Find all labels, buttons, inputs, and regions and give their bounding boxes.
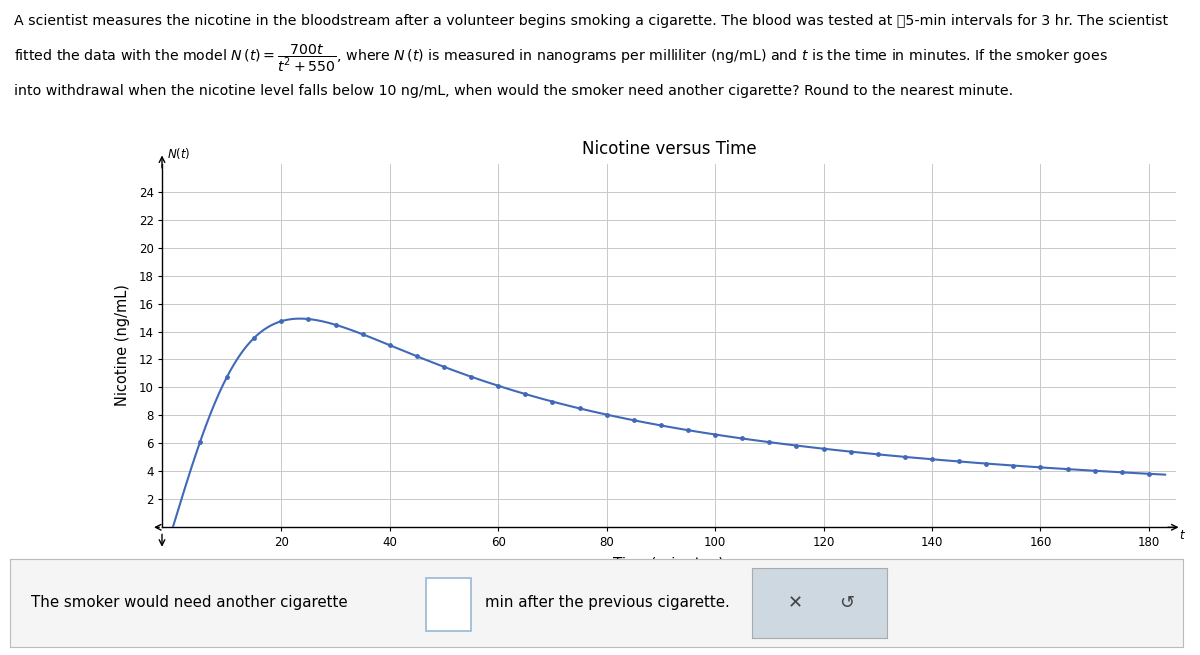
Text: A scientist measures the nicotine in the bloodstream after a volunteer begins sm: A scientist measures the nicotine in the… [14, 14, 1169, 28]
Text: ↺: ↺ [840, 594, 854, 612]
X-axis label: Time(minutes): Time(minutes) [613, 557, 725, 572]
Text: ✕: ✕ [788, 594, 803, 612]
Title: Nicotine versus Time: Nicotine versus Time [582, 140, 756, 158]
Text: fitted the data with the model $N\,(t)=\dfrac{700t}{t^2+550}$, where $N\,(t)$ is: fitted the data with the model $N\,(t)=\… [14, 43, 1109, 73]
Text: $t$: $t$ [1178, 529, 1186, 542]
FancyBboxPatch shape [426, 578, 470, 631]
Text: The smoker would need another cigarette: The smoker would need another cigarette [31, 595, 347, 610]
Text: into withdrawal when the nicotine level falls below 10 ng/mL, when would the smo: into withdrawal when the nicotine level … [14, 84, 1014, 98]
Y-axis label: Nicotine (ng/mL): Nicotine (ng/mL) [115, 284, 131, 407]
Text: $N(t)$: $N(t)$ [168, 146, 191, 161]
Text: min after the previous cigarette.: min after the previous cigarette. [485, 595, 730, 610]
